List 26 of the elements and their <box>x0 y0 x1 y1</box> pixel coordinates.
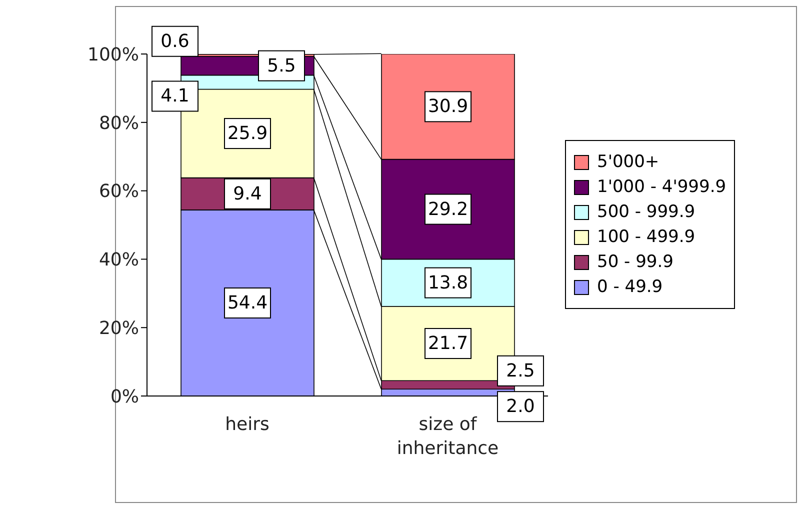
data-label: 21.7 <box>428 333 468 354</box>
data-label: 25.9 <box>227 123 268 144</box>
data-label: 2.0 <box>506 396 535 418</box>
data-label: 9.4 <box>233 183 262 204</box>
data-label: 0.6 <box>160 30 190 52</box>
data-label: 5.5 <box>267 55 296 76</box>
legend-label: 0 - 49.9 <box>597 277 663 297</box>
data-label: 2.5 <box>506 360 535 382</box>
data-label: 54.4 <box>227 292 268 314</box>
legend-label: 1'000 - 4'999.9 <box>597 177 726 197</box>
legend-label: 500 - 999.9 <box>597 202 696 222</box>
x-tick-label: size of inheritance <box>396 414 499 459</box>
y-tick-label: 0% <box>110 386 139 408</box>
y-tick-label: 60% <box>98 181 139 202</box>
data-label: 13.8 <box>428 272 468 294</box>
legend-label: 50 - 99.9 <box>597 252 674 272</box>
data-label: 30.9 <box>428 96 468 118</box>
y-tick-label: 40% <box>98 250 139 271</box>
data-label: 29.2 <box>428 198 468 220</box>
y-tick-label: 20% <box>98 318 139 339</box>
x-tick-label: heirs <box>225 414 270 435</box>
legend-label: 100 - 499.9 <box>597 227 696 247</box>
y-tick-label: 100% <box>88 44 139 66</box>
data-label: 4.1 <box>160 86 190 107</box>
legend-label: 5'000+ <box>597 152 660 172</box>
y-tick-label: 80% <box>98 112 139 134</box>
